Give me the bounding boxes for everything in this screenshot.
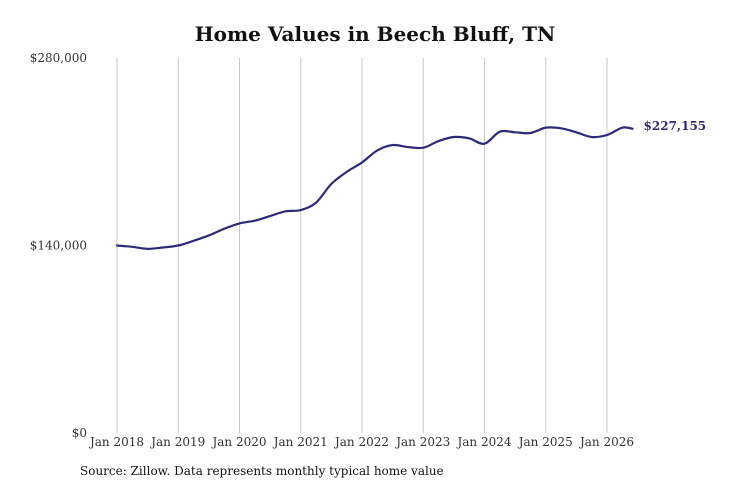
grid-lines <box>116 58 608 433</box>
end-value-label: $227,155 <box>644 119 707 133</box>
series-line <box>115 126 634 250</box>
chart-title: Home Values in Beech Bluff, TN <box>194 22 556 46</box>
x-tick-label: Jan 2019 <box>149 435 205 449</box>
x-tick-label: Jan 2020 <box>210 435 266 449</box>
x-tick-label: Jan 2018 <box>88 435 144 449</box>
x-tick-label: Jan 2024 <box>455 435 511 449</box>
x-tick-label: Jan 2022 <box>333 435 389 449</box>
x-tick-label: Jan 2025 <box>517 435 573 449</box>
x-tick-label: Jan 2026 <box>578 435 634 449</box>
x-tick-label: Jan 2023 <box>394 435 450 449</box>
source-note: Source: Zillow. Data represents monthly … <box>80 464 444 478</box>
y-tick-label: $0 <box>72 426 87 440</box>
y-axis: $0 $140,000 $280,000 <box>30 51 87 440</box>
y-tick-label: $140,000 <box>30 239 87 253</box>
x-tick-label: Jan 2021 <box>272 435 328 449</box>
y-tick-label: $280,000 <box>30 51 87 65</box>
x-axis: Jan 2018 Jan 2019 Jan 2020 Jan 2021 Jan 2022… <box>88 435 634 449</box>
